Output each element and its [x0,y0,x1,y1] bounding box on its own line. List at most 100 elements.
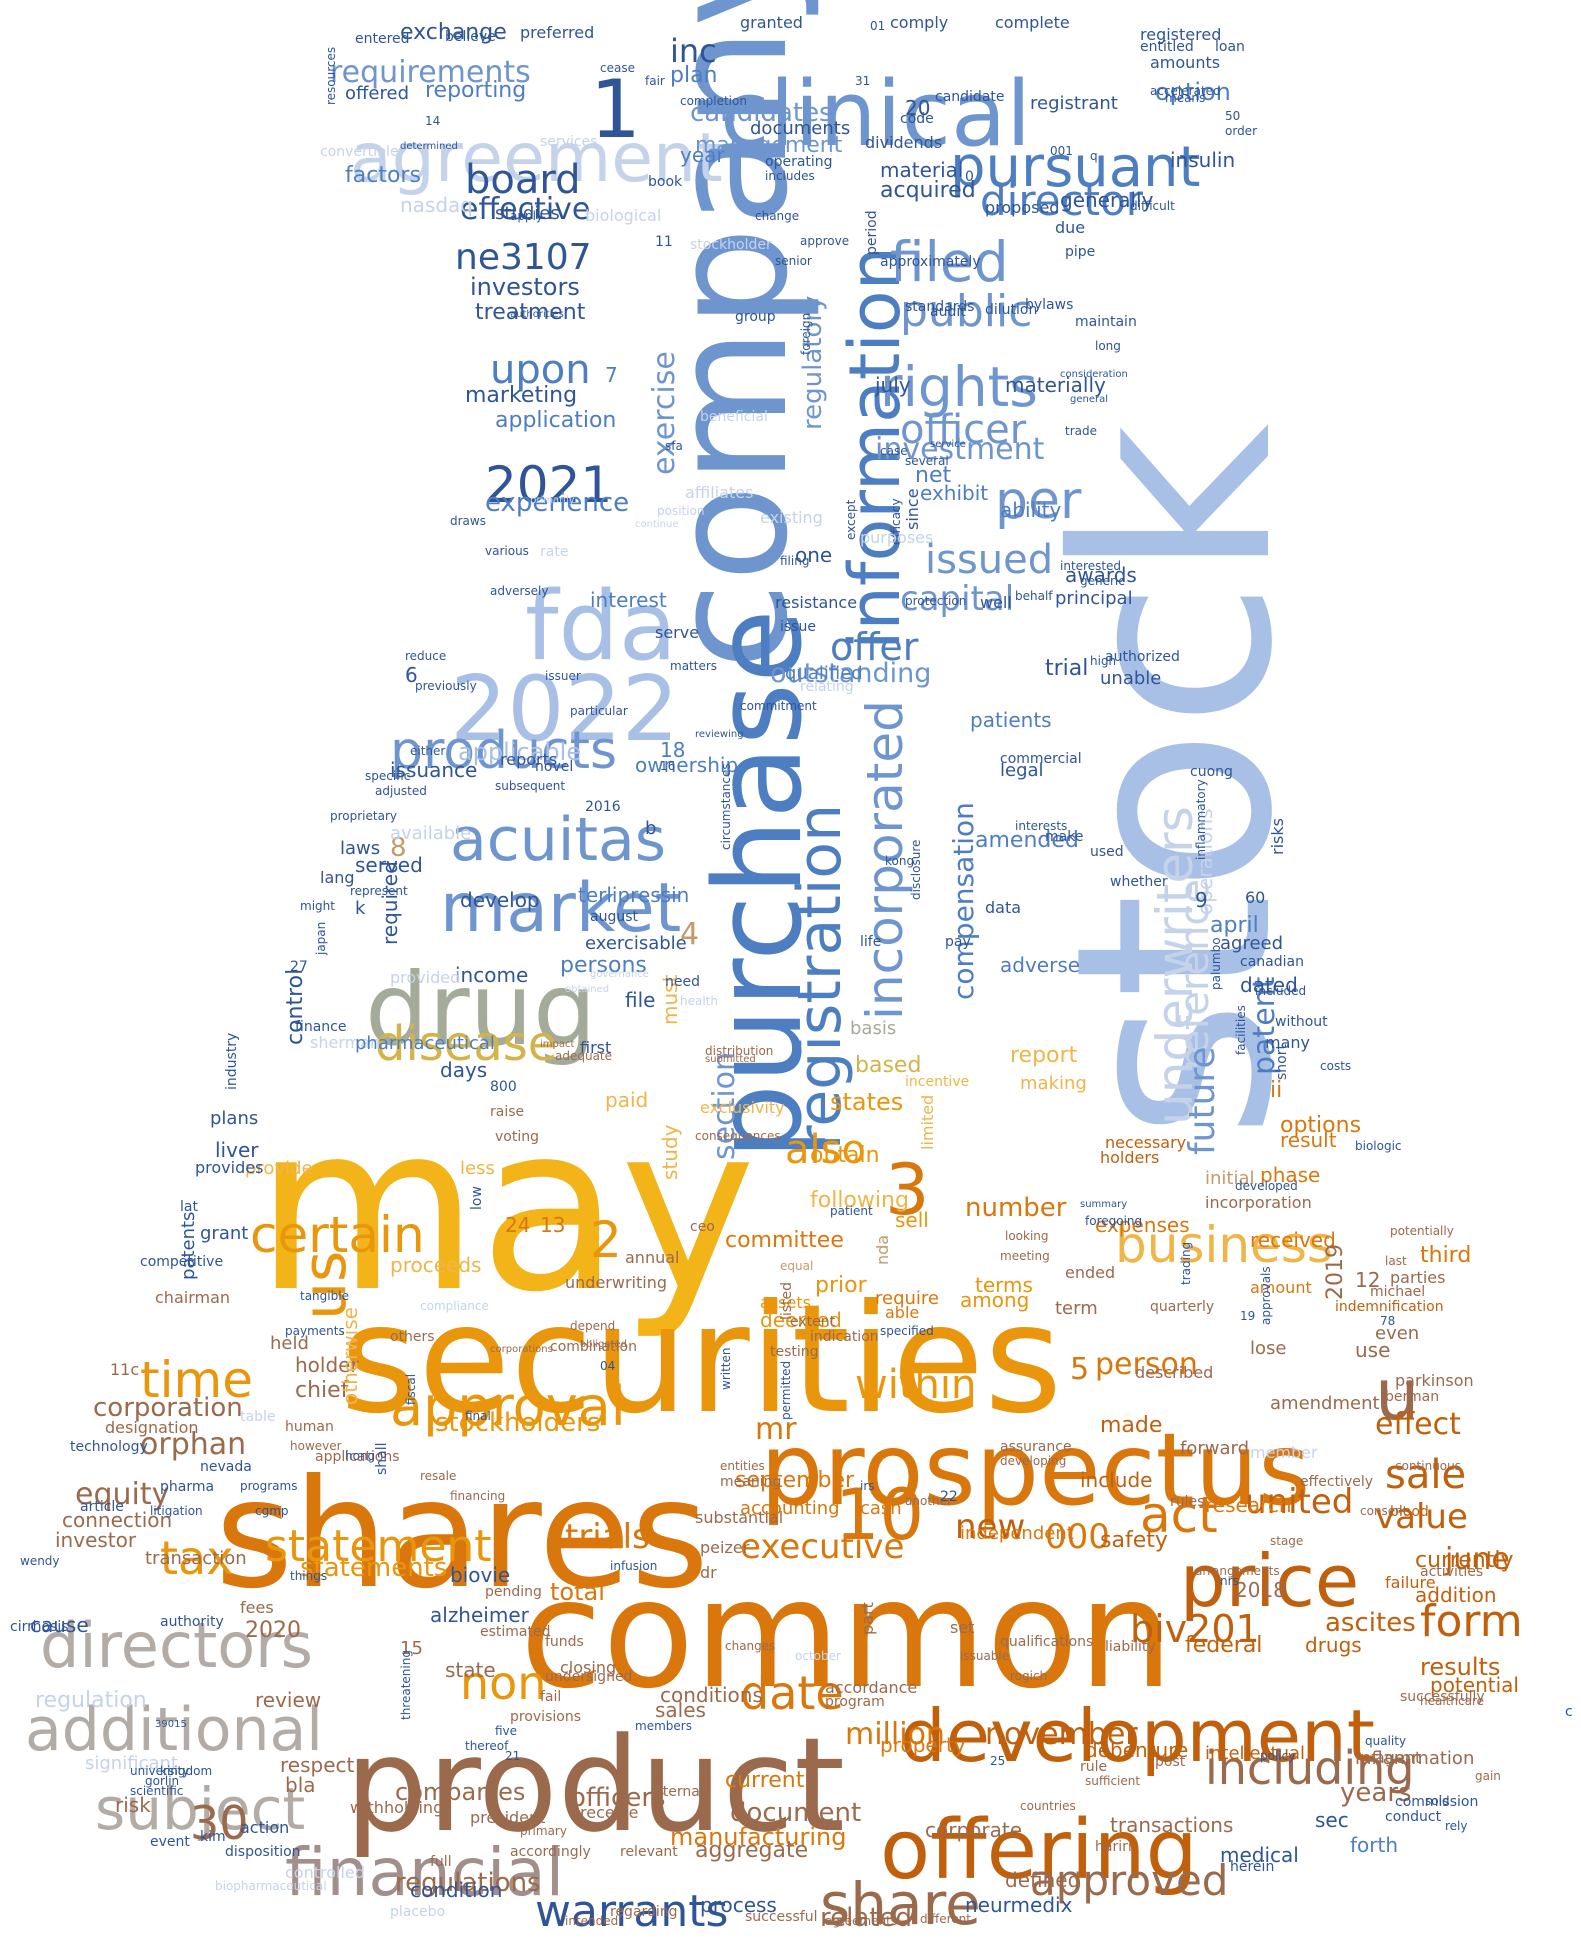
word-drugs: drugs [1305,1633,1362,1657]
word-whether: whether [1110,874,1168,890]
word-governance: governance [590,969,649,980]
word-defined: defined [1005,1868,1081,1892]
word-11c: 11c [110,1360,140,1379]
word-cease: cease [600,61,635,75]
word-post: post [1155,1754,1186,1770]
word-management: management [695,133,843,158]
word-bylaws: bylaws [1025,297,1074,313]
word-authorized: authorized [1105,649,1180,665]
word-university: university [130,1764,190,1778]
word-proposed: proposed [985,198,1060,217]
word-registrant: registrant [1030,93,1118,114]
word-extent: extent [790,1314,836,1330]
word-infusion: infusion [610,1559,658,1573]
word-service: service [930,439,966,450]
word-accordance: accordance [825,1678,918,1697]
word-action: action [240,1818,290,1837]
word-meeting: meeting [1000,1249,1050,1263]
word-document: document [730,1798,862,1828]
word-additional: additional [25,1695,323,1765]
word-liver: liver [215,1138,259,1162]
word-form: form [1420,1596,1523,1647]
word-hariri: hariri [1095,1839,1132,1855]
word-consent: consent [1360,1504,1408,1518]
word-legal: legal [1000,760,1044,781]
word-rate: rate [540,544,569,560]
word-chief: chief [295,1378,349,1403]
word-offer: offer [830,625,919,669]
word-property: property [880,1733,966,1757]
word-15: 15 [400,1638,423,1659]
word-14: 14 [425,114,441,128]
word-article: article [80,1499,124,1515]
word-report: report [1010,1043,1078,1068]
word-development: development [900,1694,1375,1778]
word-biovie: biovie [450,1563,511,1587]
word-since: since [903,488,922,530]
word-nrs: nrs [1220,1574,1239,1588]
word-time: time [140,1351,253,1409]
word-corporations: corporations [490,1344,553,1355]
word-exchange: exchange [400,20,507,45]
word-19: 19 [1240,1309,1256,1323]
word-june: june [1445,1542,1510,1577]
word-otherwise: otherwise [338,1307,362,1405]
word-treatment: treatment [475,300,586,325]
word-threatening: threatening [399,1650,413,1720]
word-payments: payments [285,1324,345,1338]
word-statements: statements [300,1553,448,1583]
word-agreement: agreement [350,119,723,198]
word-five: five [495,1724,518,1738]
word-2018: 2018 [1235,1578,1286,1602]
word-subsequent: subsequent [495,779,566,793]
word-change: change [755,209,800,223]
word-withholding: withholding [350,1798,444,1817]
word-01: 01 [870,19,886,33]
word-event: event [150,1834,190,1850]
word-well: well [980,593,1012,612]
word-convertible: convertible [320,144,399,160]
word-generally: generally [1060,188,1154,212]
word-18: 18 [660,738,686,762]
word-developed: developed [1235,1179,1298,1193]
word-quarterly: quarterly [1150,1299,1215,1315]
word-lat: lat [180,1199,198,1215]
word-regarding: regarding [610,1904,678,1920]
word-closing: closing [560,1658,617,1677]
word-proceeds: proceeds [390,1253,482,1277]
word-undersigned: undersigned [545,1669,633,1685]
word-believe: believe [445,29,496,45]
word-berman: berman [1385,1389,1440,1405]
word-trade: trade [1065,424,1097,438]
word-successfully: successfully [1400,1689,1485,1705]
word-9: 9 [1195,888,1208,912]
word-wendy: wendy [20,1554,60,1568]
word-material: material [880,158,964,182]
word-kingdom: kingdom [160,1764,213,1778]
word-regulation: regulation [35,1688,147,1713]
word-issuer: issuer [545,669,581,683]
word-experience: experience [485,488,630,518]
word-sherman: sherman [310,1033,381,1052]
word-plan: plan [670,63,718,88]
word-interests: interests [1015,819,1068,833]
word-industry: industry [224,1032,240,1090]
word-debenture: debenture [1085,1738,1189,1762]
word-litigation: litigation [150,1504,203,1518]
word-compensation: compensation [947,802,980,1000]
word-continue: continue [635,519,679,530]
word-years: years [1340,1778,1412,1808]
word-factors: factors [345,163,421,188]
word-require: require [875,1288,939,1309]
word-issuable: issuable [960,1649,1010,1663]
word-among: among [960,1288,1030,1312]
word-last: last [1385,1254,1407,1268]
word-protection: protection [905,594,967,608]
word-thereof: thereof [465,1739,509,1753]
word-10: 10 [835,1474,925,1556]
word-business: business [1115,1216,1333,1274]
word-forward: forward [1180,1438,1250,1459]
word-arrangements: arrangements [1195,1564,1280,1578]
word-agent: agent [1375,1748,1422,1767]
word-acquired: acquired [880,178,976,203]
